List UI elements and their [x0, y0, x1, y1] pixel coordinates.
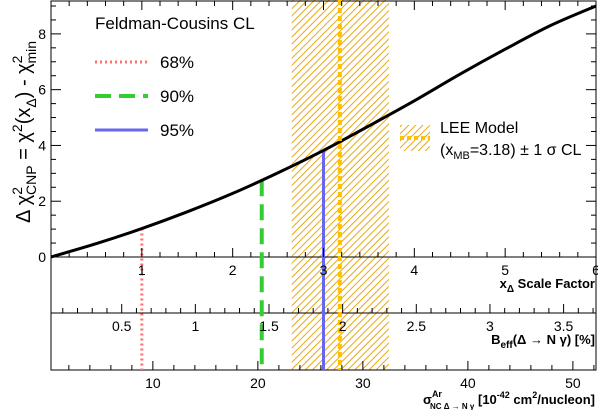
- y-tick-label: 2: [38, 193, 46, 209]
- lee-legend: LEE Model (xMB=3.18) ± 1 σ CL: [400, 120, 582, 162]
- b-eff-tick-label: 3.5: [554, 318, 574, 334]
- x-delta-scale-factor-tick-label: 4: [410, 262, 418, 278]
- sigma-nc-tick-label: 30: [355, 375, 371, 391]
- b-eff-tick-label: 1: [191, 318, 199, 334]
- b-eff-tick-label: 0.5: [112, 318, 132, 334]
- legend-title: Feldman-Cousins CL: [95, 14, 255, 33]
- sigma-axis-label: σAr NC Δ → N γ [10-42 cm2/nucleon]: [423, 389, 595, 410]
- confidence-lines: [140, 150, 325, 370]
- x-delta-scale-factor-tick-label: 2: [229, 262, 237, 278]
- y-tick-label: 4: [38, 137, 46, 153]
- y-tick-label: 8: [38, 26, 46, 42]
- b-eff-tick-label: 2: [339, 318, 347, 334]
- lee-legend-sublabel: (xMB=3.18) ± 1 σ CL: [440, 142, 582, 162]
- x-delta-scale-factor-tick-label: 5: [501, 262, 509, 278]
- y-tick-label: 6: [38, 82, 46, 98]
- sigma-nc-tick-label: 40: [460, 375, 476, 391]
- legend-label-68: 68%: [160, 53, 194, 72]
- b-eff-tick-label: 3: [486, 318, 494, 334]
- x-delta-scale-factor-tick-label: 1: [138, 262, 146, 278]
- sigma-nc-tick-label: 20: [250, 375, 266, 391]
- b-eff-tick-label: 1.5: [259, 318, 279, 334]
- x-delta-axis-label: xΔ Scale Factor: [500, 276, 595, 295]
- sigma-nc-tick-label: 50: [565, 375, 581, 391]
- legend-label-90: 90%: [160, 87, 194, 106]
- b-eff-axis-label: Beff(Δ → N γ) [%]: [491, 332, 595, 351]
- delta-chi2-curve: [50, 4, 597, 259]
- legend-label-95: 95%: [160, 121, 194, 140]
- b-eff-tick-label: 2.5: [407, 318, 427, 334]
- x-delta-scale-factor-tick-label: 6: [592, 262, 598, 278]
- y-tick-label: 0: [38, 249, 46, 265]
- y-axis-label: Δ χ2CNP = χ2(xΔ) - χ2min: [9, 41, 39, 223]
- sigma-nc-tick-label: 10: [145, 375, 161, 391]
- lee-legend-label: LEE Model: [440, 120, 518, 137]
- axis-ticks: 0 2 4 6 8 1 2 3 4 5 6 0.5 1 1.5 2 2.5 3 3.5 10 20 30 40 50: [38, 1, 598, 391]
- legend: Feldman-Cousins CL 68% 90% 95%: [95, 14, 255, 140]
- x-delta-scale-factor-tick-label: 3: [320, 262, 328, 278]
